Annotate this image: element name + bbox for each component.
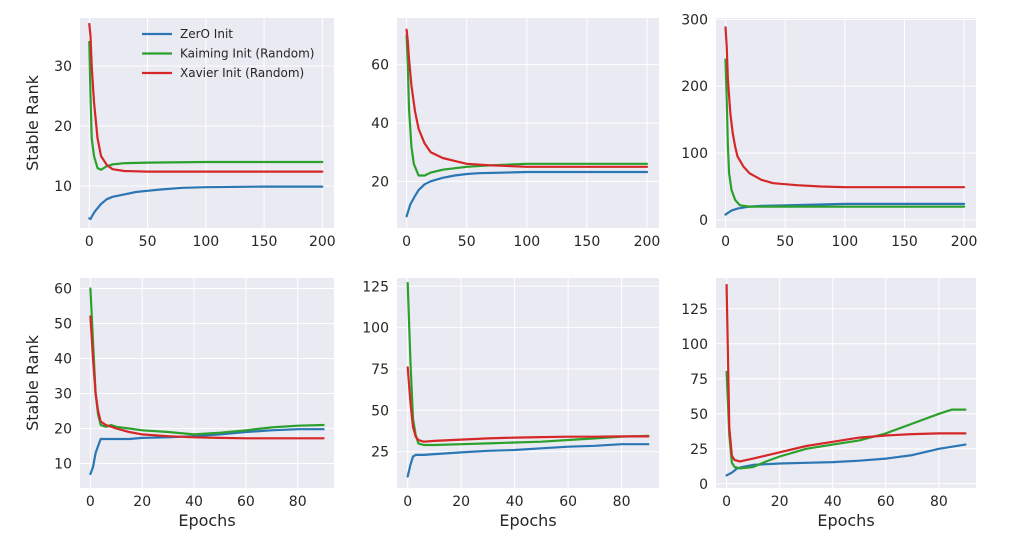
series-line-zero	[88, 185, 324, 221]
x-tick-label: 60	[237, 494, 255, 510]
series-line-xavier	[724, 26, 966, 189]
x-tick-label: 150	[574, 234, 601, 250]
x-tick-label: 100	[513, 234, 540, 250]
y-tick-label: 100	[681, 337, 708, 353]
y-tick-label: 60	[54, 282, 72, 298]
x-tick-label: 100	[192, 234, 219, 250]
series-line-xavier	[89, 315, 325, 440]
y-tick-label: 125	[362, 279, 389, 295]
legend-label: Xavier Init (Random)	[180, 66, 304, 80]
subplot-5: 0 20 40 60 80 25 50 75 100 125 Epochs	[362, 278, 659, 530]
y-tick-label: 40	[54, 352, 72, 368]
y-tick-label: 25	[371, 445, 389, 461]
y-tick-label: 0	[699, 213, 708, 229]
series-line-kaiming	[405, 34, 649, 177]
x-tick-label: 40	[506, 494, 524, 510]
y-tick-label: 20	[54, 119, 72, 135]
y-tick-label: 25	[690, 442, 708, 458]
series-line-xavier	[405, 28, 649, 168]
y-tick-label: 125	[681, 302, 708, 318]
y-tick-label: 50	[371, 403, 389, 419]
y-tick-label: 300	[681, 12, 708, 28]
y-tick-label: 100	[362, 321, 389, 337]
x-tick-label: 200	[951, 234, 978, 250]
y-tick-label: 0	[699, 477, 708, 493]
x-tick-label: 0	[403, 494, 412, 510]
y-axis-label: Stable Rank	[23, 74, 42, 170]
series-line-xavier	[725, 283, 967, 463]
x-tick-label: 40	[185, 494, 203, 510]
x-axis-label: Epochs	[817, 511, 874, 530]
x-tick-label: 150	[891, 234, 918, 250]
series-line-zero	[405, 170, 649, 218]
x-tick-label: 50	[776, 234, 794, 250]
x-tick-label: 0	[85, 234, 94, 250]
x-tick-label: 80	[930, 494, 948, 510]
series-line-xavier	[88, 22, 324, 173]
legend-label: ZerO Init	[180, 27, 233, 41]
plot-area	[80, 278, 334, 488]
series-line-kaiming	[725, 370, 967, 470]
subplot-2: 0 50 100 150 200 20 40 60	[371, 18, 660, 250]
plot-area	[716, 278, 976, 488]
y-tick-label: 50	[690, 407, 708, 423]
x-tick-label: 60	[877, 494, 895, 510]
subplot-6: 0 20 40 60 80 0 25 50 75 100 125 Epochs	[681, 278, 976, 530]
legend: ZerO Init Kaiming Init (Random) Xavier Ini…	[142, 27, 314, 80]
y-tick-label: 75	[690, 372, 708, 388]
y-tick-label: 10	[54, 179, 72, 195]
x-tick-label: 50	[458, 234, 476, 250]
y-tick-label: 40	[371, 116, 389, 132]
y-tick-label: 60	[371, 58, 389, 74]
x-tick-label: 100	[831, 234, 858, 250]
y-tick-label: 100	[681, 146, 708, 162]
x-tick-label: 0	[722, 494, 731, 510]
x-tick-label: 50	[139, 234, 157, 250]
x-tick-label: 0	[402, 234, 411, 250]
subplot-3: 0 50 100 150 200 0 100 200 300	[681, 12, 977, 250]
x-tick-label: 20	[133, 494, 151, 510]
plot-area	[397, 278, 659, 488]
x-tick-label: 60	[559, 494, 577, 510]
x-axis-label: Epochs	[178, 511, 235, 530]
series-line-xavier	[406, 366, 650, 443]
x-tick-label: 20	[771, 494, 789, 510]
plot-area	[716, 18, 976, 228]
y-tick-label: 30	[54, 387, 72, 403]
series-line-zero	[406, 443, 650, 478]
x-tick-label: 40	[824, 494, 842, 510]
subplot-1: 0 50 100 150 200 10 20 30 Stable Rank	[23, 18, 336, 250]
y-tick-label: 10	[54, 457, 72, 473]
x-tick-label: 200	[309, 234, 336, 250]
x-tick-label: 20	[452, 494, 470, 510]
x-tick-label: 150	[251, 234, 278, 250]
x-tick-label: 200	[634, 234, 661, 250]
y-tick-label: 50	[54, 317, 72, 333]
y-tick-label: 75	[371, 362, 389, 378]
legend-label: Kaiming Init (Random)	[180, 47, 314, 61]
plot-area	[80, 18, 334, 228]
x-axis-label: Epochs	[499, 511, 556, 530]
y-tick-label: 20	[54, 422, 72, 438]
x-tick-label: 0	[86, 494, 95, 510]
y-tick-label: 200	[681, 79, 708, 95]
x-tick-label: 80	[289, 494, 307, 510]
y-tick-label: 20	[371, 174, 389, 190]
x-tick-label: 0	[721, 234, 730, 250]
series-line-zero	[89, 428, 325, 476]
y-tick-label: 30	[54, 59, 72, 75]
x-tick-label: 80	[613, 494, 631, 510]
y-axis-label: Stable Rank	[23, 334, 42, 430]
series-line-kaiming	[724, 58, 966, 208]
series-line-kaiming	[406, 281, 650, 447]
